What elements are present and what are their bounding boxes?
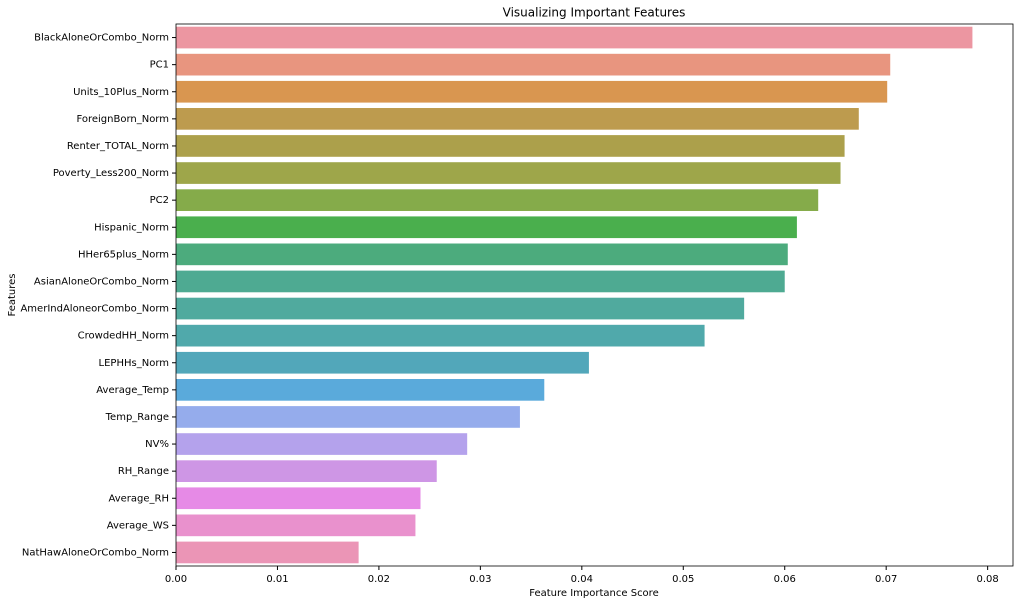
y-tick-label: Average_Temp	[96, 385, 169, 396]
bar	[176, 514, 416, 537]
y-tick-label: PC2	[150, 195, 169, 206]
y-tick-label: Temp_Range	[105, 412, 169, 423]
x-tick-label: 0.00	[165, 574, 187, 585]
y-tick-label: Average_WS	[107, 520, 169, 531]
y-tick-label: HHer65plus_Norm	[78, 249, 169, 260]
bar	[176, 297, 745, 320]
bar	[176, 270, 785, 293]
x-tick-label: 0.06	[774, 574, 796, 585]
bar	[176, 135, 845, 157]
x-tick-label: 0.02	[368, 574, 390, 585]
y-tick-label: BlackAloneOrCombo_Norm	[34, 33, 169, 44]
y-tick-label: AsianAloneOrCombo_Norm	[34, 276, 169, 287]
y-tick-label: NatHawAloneOrCombo_Norm	[22, 547, 169, 558]
y-tick-label: PC1	[150, 60, 169, 71]
x-tick-label: 0.01	[266, 574, 288, 585]
bar	[176, 324, 705, 347]
bar	[176, 379, 545, 401]
bar	[176, 108, 859, 130]
bar	[176, 433, 468, 455]
x-tick-label: 0.04	[571, 574, 593, 585]
y-tick-label: CrowdedHH_Norm	[78, 331, 169, 342]
x-axis-label: Feature Importance Score	[529, 588, 658, 599]
bar	[176, 26, 973, 49]
y-tick-label: ForeignBorn_Norm	[76, 114, 169, 125]
x-tick-label: 0.05	[672, 574, 694, 585]
y-tick-label: Poverty_Less200_Norm	[53, 168, 169, 179]
y-tick-label: LEPHHs_Norm	[99, 358, 169, 369]
bar	[176, 162, 841, 184]
bar	[176, 80, 888, 103]
bar	[176, 487, 421, 510]
plot-frame	[175, 23, 1014, 567]
x-tick-label: 0.03	[469, 574, 491, 585]
y-tick-label: Hispanic_Norm	[94, 222, 169, 233]
bar	[176, 351, 589, 374]
bar	[176, 189, 819, 211]
y-tick-label: Units_10Plus_Norm	[73, 87, 169, 98]
x-tick-label: 0.08	[977, 574, 999, 585]
x-tick-label: 0.07	[875, 574, 897, 585]
bar	[176, 243, 788, 266]
y-axis-label: Features	[7, 274, 18, 317]
y-tick-label: NV%	[145, 439, 169, 450]
y-tick-label: AmerIndAloneorCombo_Norm	[20, 304, 169, 315]
y-tick-label: RH_Range	[118, 466, 169, 477]
bar	[176, 541, 359, 564]
y-tick-label: Average_RH	[108, 493, 169, 504]
bar	[176, 216, 797, 239]
chart-title: Visualizing Important Features	[503, 6, 686, 20]
bar	[176, 53, 891, 76]
bar	[176, 460, 437, 482]
y-tick-label: Renter_TOTAL_Norm	[67, 141, 169, 152]
bar	[176, 406, 520, 428]
